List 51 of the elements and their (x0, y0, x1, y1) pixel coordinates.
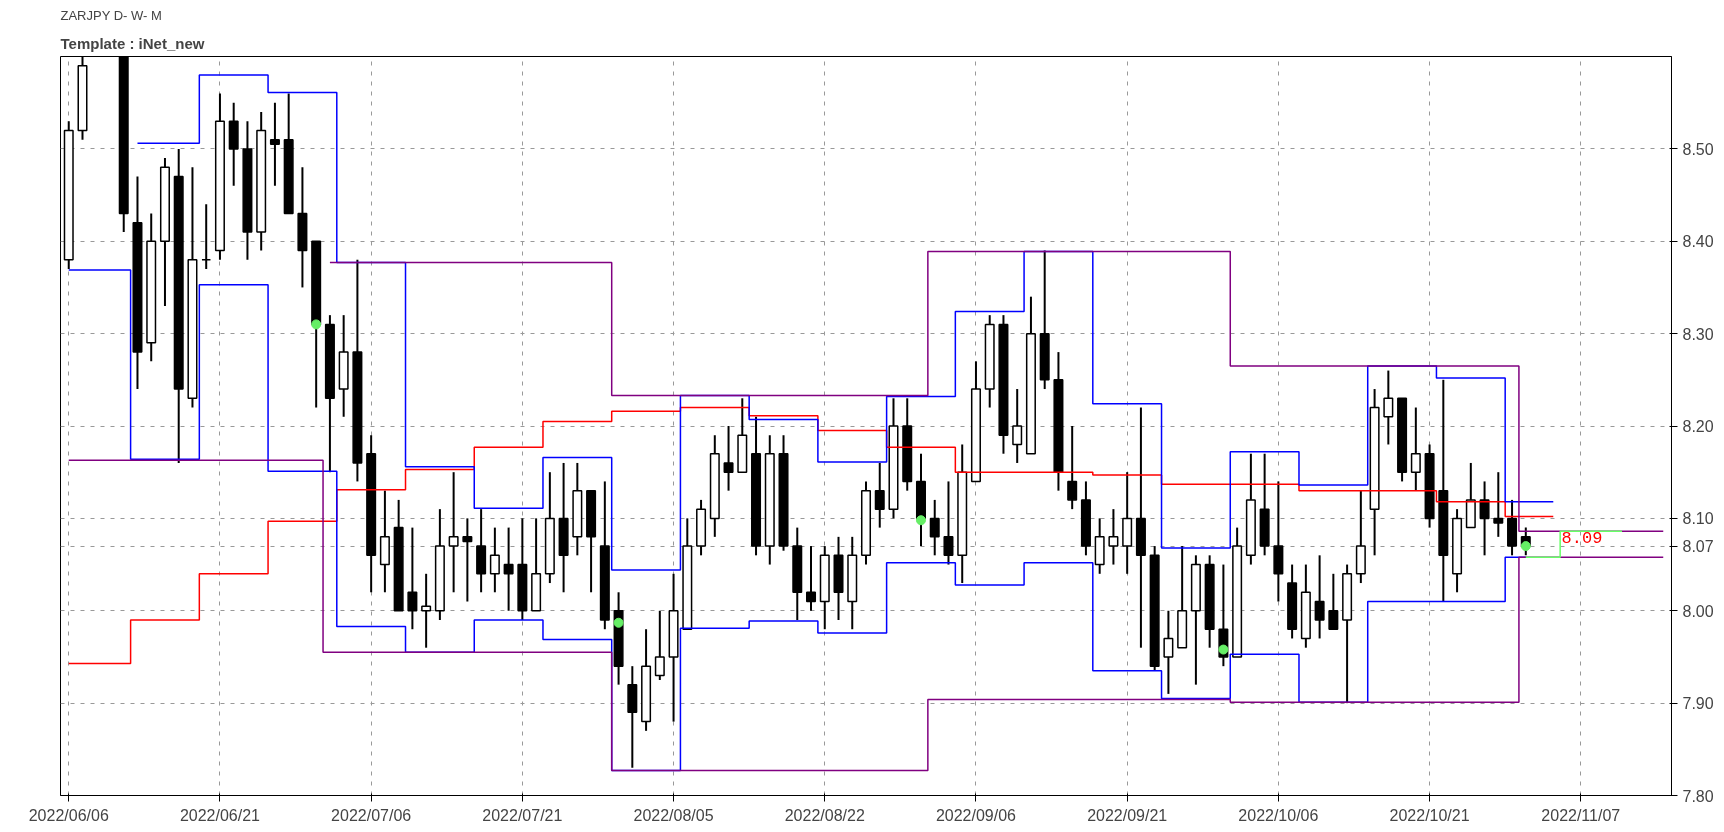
y-tick-label: 7.80 (1682, 787, 1714, 805)
candlestick (1067, 425, 1078, 511)
candlestick (489, 526, 500, 594)
candlestick (1493, 471, 1504, 538)
point (311, 319, 322, 330)
x-tick-label: 2022/06/21 (179, 806, 261, 824)
x-tick-label: 2022/08/22 (784, 806, 865, 824)
candlestick (1314, 554, 1325, 640)
candlestick (1012, 388, 1023, 464)
y-tick-label: 8.40 (1682, 233, 1714, 251)
candlestick (1479, 480, 1490, 557)
candlestick (269, 101, 280, 187)
point (915, 515, 926, 526)
chart-title: ZARJPY D- W- M (60, 7, 162, 23)
annotation: 8.09 (1561, 529, 1603, 548)
y-tick-label: 8.10 (1682, 510, 1714, 528)
candlestick (407, 526, 418, 631)
candlestick (1410, 406, 1421, 492)
candlestick (1383, 369, 1394, 446)
candlestick (462, 517, 473, 603)
x-tick-label: 2022/10/21 (1389, 806, 1470, 824)
candlestick (1108, 508, 1119, 566)
y-tick-label: 8.50 (1682, 140, 1714, 158)
candlestick (943, 480, 954, 566)
candlestick (448, 471, 459, 594)
x-tick-label: 2022/06/06 (28, 806, 109, 824)
candlestick (806, 545, 817, 612)
candlestick (1328, 572, 1339, 631)
point (613, 617, 624, 628)
y-tick-label: 8.00 (1682, 602, 1714, 620)
candlestick (874, 461, 885, 529)
y-tick-label: 8.07 (1682, 538, 1714, 556)
candlestick (503, 526, 514, 612)
x-tick-label: 2022/10/06 (1238, 806, 1319, 824)
candlestick (723, 425, 734, 492)
chart-subtitle: Template : iNet_new (60, 34, 205, 52)
x-tick-label: 2022/09/06 (935, 806, 1017, 824)
y-tick-label: 8.30 (1682, 325, 1714, 343)
x-tick-label: 2022/09/21 (1087, 806, 1168, 824)
candlestick (1163, 609, 1174, 695)
x-tick-label: 2022/11/07 (1541, 806, 1621, 824)
candlestick (421, 572, 432, 649)
candlestick (929, 498, 940, 557)
y-tick-label: 8.20 (1682, 418, 1714, 435)
point (1520, 541, 1531, 552)
x-tick-label: 2022/08/05 (633, 806, 714, 824)
x-tick-label: 2022/07/21 (482, 806, 563, 824)
x-tick-label: 2022/07/06 (331, 806, 412, 824)
y-tick-label: 7.90 (1682, 695, 1714, 713)
candlestick (654, 609, 665, 682)
point (1218, 644, 1229, 655)
